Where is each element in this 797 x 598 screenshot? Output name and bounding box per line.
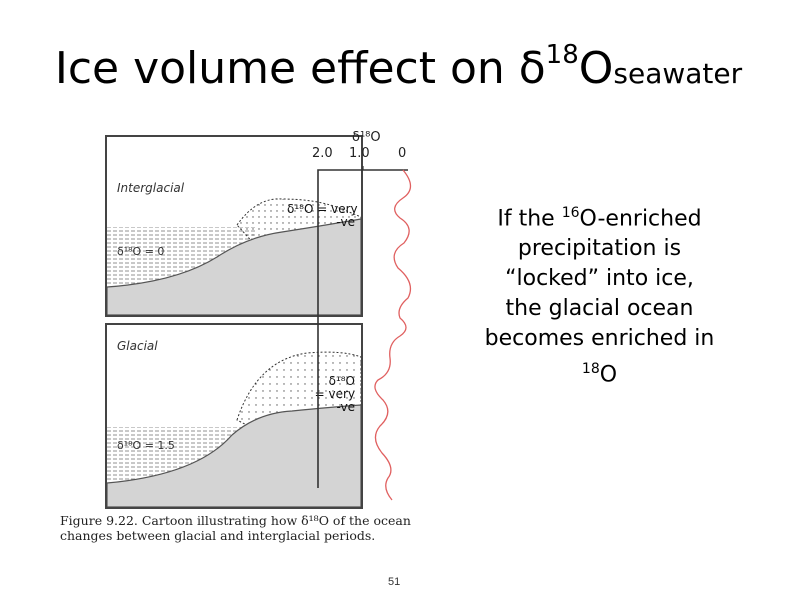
glacial-callout-line1: δ¹⁸O <box>328 374 355 388</box>
line1-post: O-enriched <box>579 206 702 232</box>
glacial-panel: Glacial δ¹⁸O = very -ve δ¹⁸O = 1.5 <box>105 323 363 509</box>
line1-sup: 16 <box>561 205 580 221</box>
isotope-record <box>317 166 412 501</box>
line1-pre: If the <box>497 206 562 232</box>
interglacial-ice-callout: δ¹⁸O = very -ve <box>287 202 358 229</box>
explanation-line-4: the glacial ocean <box>505 296 694 322</box>
glacial-land <box>107 404 361 507</box>
glacial-callout-line2: = very <box>314 387 355 401</box>
title-o: O <box>578 43 614 94</box>
interglacial-land <box>107 218 361 315</box>
glacial-ice-callout: δ¹⁸O = very -ve <box>287 375 355 414</box>
figure-caption: Figure 9.22. Cartoon illustrating how δ¹… <box>60 513 411 543</box>
title-subscript: seawater <box>613 57 743 90</box>
explanation-line-5: becomes enriched in <box>484 326 715 352</box>
explanation-line-1: If the 16O-enriched <box>452 198 747 234</box>
figure: Interglacial δ¹⁸O = very -ve δ¹⁸O = 0 Gl… <box>58 118 448 558</box>
explanation-text: If the 16O-enriched precipitation is “lo… <box>452 198 747 391</box>
axis-tick-2: 2.0 <box>312 146 333 161</box>
explanation-line-6: 18O <box>452 354 747 390</box>
explanation-line-3: “locked” into ice, <box>505 266 694 292</box>
interglacial-panel: Interglacial δ¹⁸O = very -ve δ¹⁸O = 0 <box>105 135 363 317</box>
interglacial-callout-line1: δ¹⁸O = very <box>287 202 358 216</box>
glacial-ocean-label: δ¹⁸O = 1.5 <box>117 439 175 452</box>
line6-post: O <box>599 362 618 388</box>
interglacial-drawing <box>107 198 361 315</box>
explanation-line-2: precipitation is <box>517 236 682 262</box>
line6-sup: 18 <box>581 361 600 378</box>
glacial-drawing <box>107 351 361 507</box>
isotope-curve <box>374 169 412 501</box>
record-axis <box>317 169 408 488</box>
page-number: 51 <box>388 576 401 588</box>
axis-title: δ¹⁸O <box>352 130 381 145</box>
interglacial-label: Interglacial <box>117 181 185 195</box>
glacial-label: Glacial <box>117 339 158 353</box>
title-superscript: 18 <box>545 40 579 70</box>
title-main: Ice volume effect on δ <box>54 43 546 94</box>
glacial-callout-line3: -ve <box>336 400 356 414</box>
axis-tick-0: 0 <box>398 146 407 161</box>
slide-title: Ice volume effect on δ18Oseawater <box>0 40 797 94</box>
axis-tick-1: 1.0 <box>349 146 370 161</box>
interglacial-ocean-label: δ¹⁸O = 0 <box>117 245 165 258</box>
interglacial-callout-line2: -ve <box>336 215 356 229</box>
